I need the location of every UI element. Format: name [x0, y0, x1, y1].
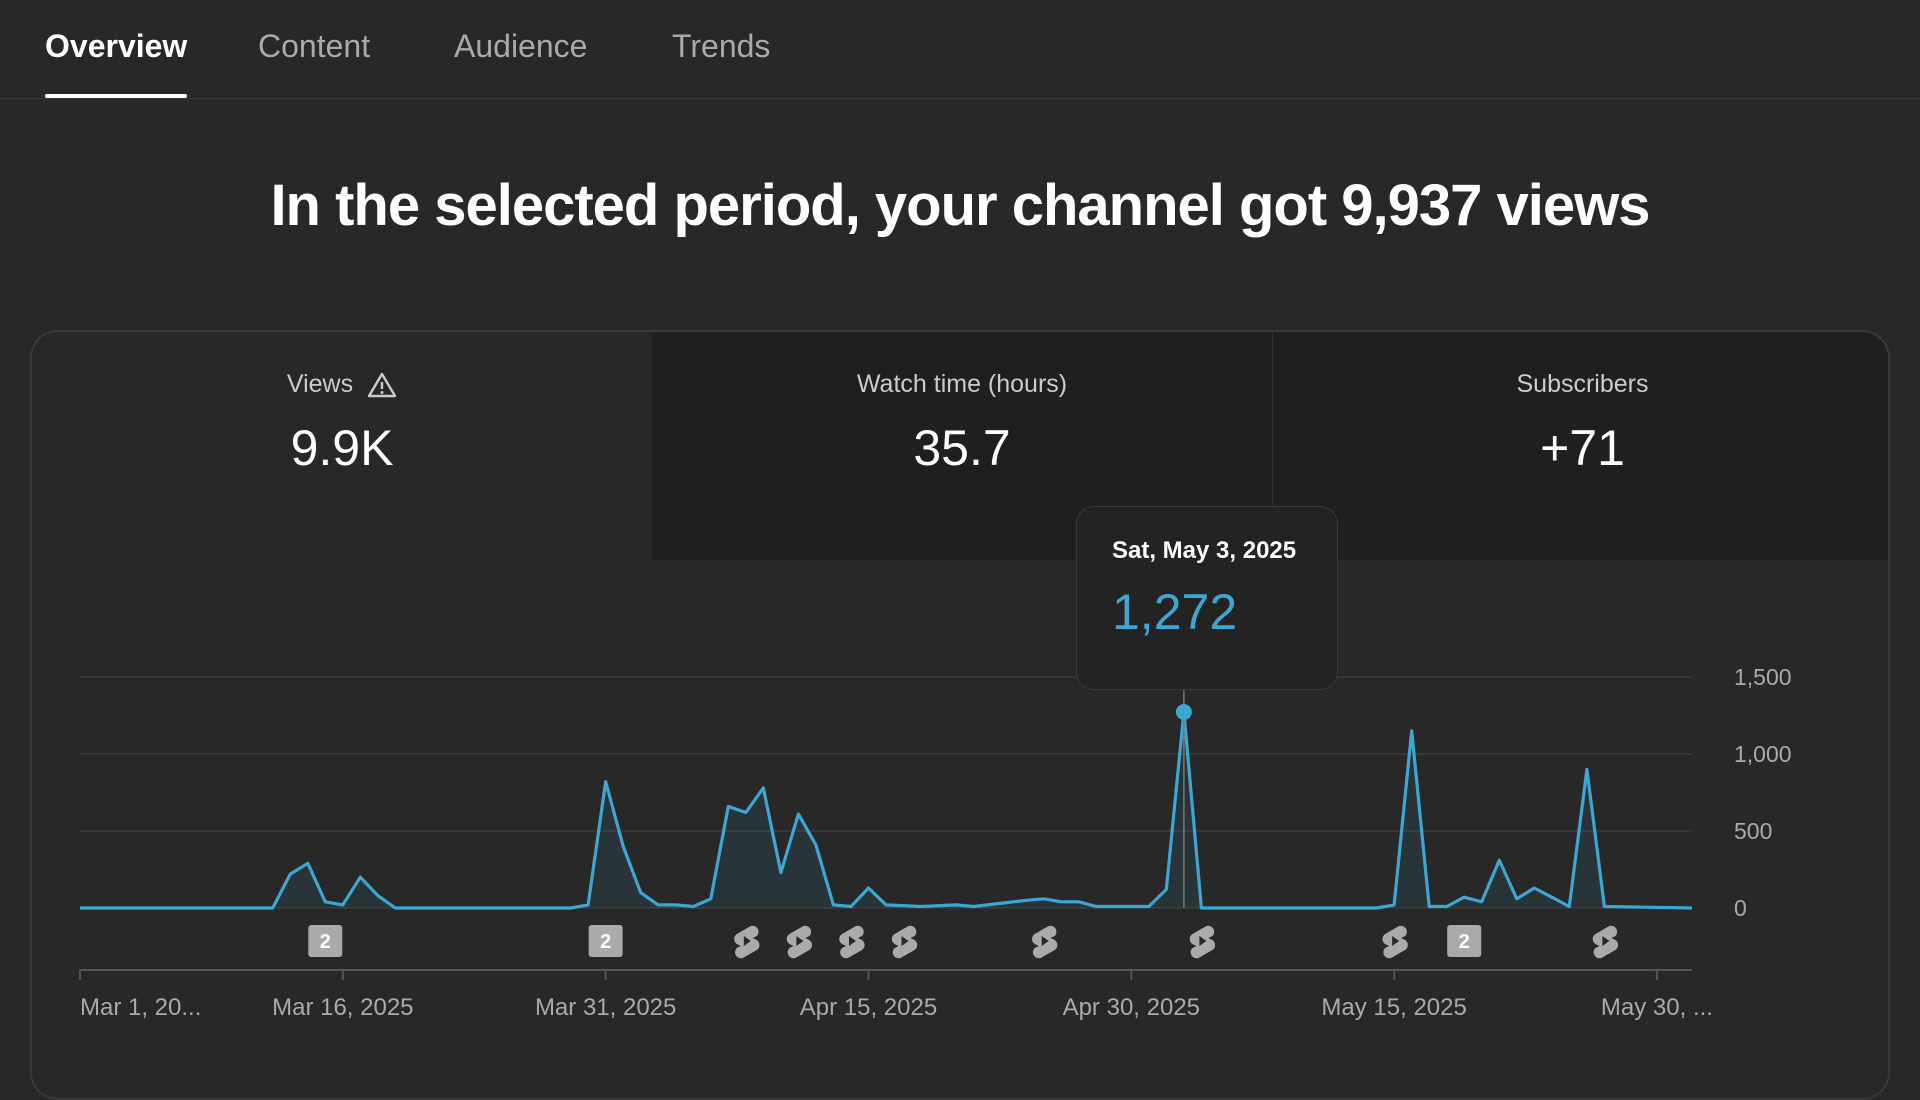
analytics-card: Views 9.9K Watch time (hours) 35.7 Subsc… [30, 330, 1890, 1100]
shorts-icon[interactable] [839, 925, 865, 959]
shorts-play-glyph [1602, 936, 1610, 946]
upload-count-marker[interactable]: 2 [1447, 925, 1482, 957]
page-headline: In the selected period, your channel got… [270, 173, 1650, 238]
metric-views-label-row: Views [287, 370, 397, 399]
upload-count-label: 2 [600, 931, 611, 953]
tab-trends[interactable]: Trends [672, 28, 771, 64]
shorts-icon[interactable] [786, 925, 813, 959]
metric-views-label: Views [286, 370, 354, 398]
shorts-icon[interactable] [1189, 925, 1216, 959]
shorts-play-glyph [1199, 936, 1207, 946]
shorts-icon[interactable] [734, 925, 760, 959]
metric-views-value: 9.9K [290, 420, 394, 476]
tab-content[interactable]: Content [258, 28, 371, 64]
metric-subscribers-label: Subscribers [1516, 370, 1649, 398]
metric-subscribers-value: +71 [1540, 420, 1625, 476]
shorts-play-glyph [848, 936, 856, 946]
shorts-play-glyph [796, 936, 804, 946]
shorts-play-glyph [1392, 936, 1400, 946]
warning-icon[interactable] [367, 371, 397, 399]
metric-views[interactable]: Views 9.9K [32, 332, 652, 560]
metric-subscribers[interactable]: Subscribers +71 [1272, 332, 1888, 560]
shorts-play-glyph [1041, 936, 1049, 946]
shorts-icon[interactable] [1032, 925, 1058, 959]
shorts-play-glyph [901, 936, 909, 946]
tab-overview[interactable]: Overview [45, 28, 188, 98]
upload-count-label: 2 [1459, 931, 1470, 953]
shorts-icon[interactable] [1382, 925, 1408, 959]
upload-count-marker[interactable]: 2 [588, 925, 623, 957]
metric-watch-time-value: 35.7 [913, 420, 1011, 476]
upload-count-label: 2 [320, 931, 331, 953]
upload-count-badge [588, 925, 623, 957]
shorts-play-glyph [743, 936, 751, 946]
tooltip-date: Sat, May 3, 2025 [1112, 537, 1297, 564]
upload-count-marker[interactable]: 2 [308, 925, 343, 957]
upload-markers: 2 2 2 [308, 925, 1619, 959]
chart-tooltip: Sat, May 3, 2025 1,272 [1076, 506, 1338, 690]
tooltip-value: 1,272 [1112, 584, 1238, 640]
shorts-icon[interactable] [1592, 925, 1619, 959]
tab-bar: Overview Content Audience Trends [0, 0, 1920, 99]
tab-audience[interactable]: Audience [454, 28, 588, 64]
upload-count-badge [308, 925, 343, 957]
metric-watch-time-label: Watch time (hours) [856, 370, 1068, 398]
shorts-icon[interactable] [891, 925, 918, 959]
upload-count-badge [1447, 925, 1482, 957]
